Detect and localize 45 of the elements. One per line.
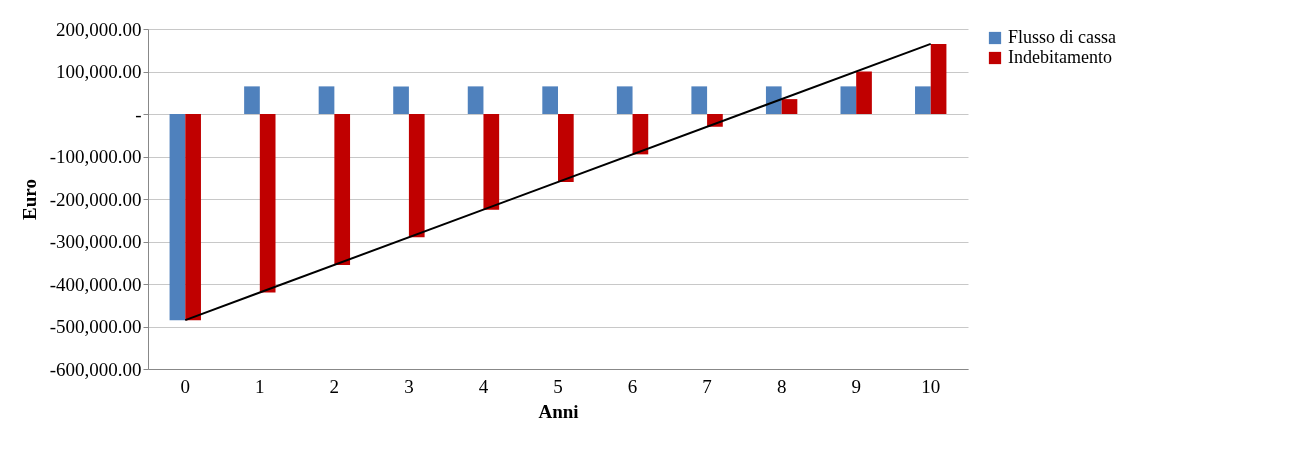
y-axis-title: Euro bbox=[18, 179, 40, 220]
legend-label: Indebitamento bbox=[1008, 47, 1112, 67]
bar bbox=[915, 86, 931, 114]
x-tick-label: 4 bbox=[478, 375, 489, 397]
bar bbox=[542, 86, 558, 114]
x-tick-label: 10 bbox=[921, 375, 941, 397]
bar bbox=[558, 114, 574, 182]
bar bbox=[840, 86, 857, 114]
bar bbox=[393, 86, 409, 114]
bar bbox=[169, 114, 186, 321]
bar bbox=[467, 86, 484, 114]
bar bbox=[185, 114, 201, 321]
x-tick-label: 6 bbox=[627, 375, 638, 397]
y-tick-label: -600,000.00 bbox=[49, 358, 142, 380]
bar bbox=[765, 86, 782, 114]
bar bbox=[856, 71, 872, 114]
y-tick-label: -400,000.00 bbox=[49, 273, 142, 295]
y-tick-label: 100,000.00 bbox=[56, 61, 142, 82]
x-tick-label: 5 bbox=[553, 375, 563, 397]
bar bbox=[318, 86, 335, 114]
bar bbox=[781, 99, 798, 114]
bar bbox=[259, 114, 276, 293]
y-tick-label: -200,000.00 bbox=[49, 188, 142, 210]
x-tick-label: 9 bbox=[851, 375, 861, 397]
bar bbox=[691, 86, 708, 114]
y-tick-label: -500,000.00 bbox=[49, 316, 142, 337]
x-tick-label: 0 bbox=[180, 375, 191, 397]
bar bbox=[632, 114, 649, 155]
bar bbox=[616, 86, 633, 114]
x-axis-title: Anni bbox=[538, 400, 579, 422]
y-tick-label: -100,000.00 bbox=[49, 146, 142, 167]
x-tick-label: 8 bbox=[776, 375, 787, 397]
y-tick-label: - bbox=[135, 103, 142, 125]
y-tick-label: 200,000.00 bbox=[56, 18, 142, 40]
bar bbox=[334, 114, 351, 265]
x-tick-label: 7 bbox=[702, 375, 712, 397]
bar bbox=[408, 114, 425, 238]
x-tick-label: 1 bbox=[255, 375, 265, 397]
y-tick-label: -300,000.00 bbox=[49, 231, 142, 252]
bar bbox=[930, 43, 947, 114]
x-tick-label: 2 bbox=[329, 375, 340, 397]
x-tick-label: 3 bbox=[404, 375, 414, 397]
bar bbox=[483, 114, 500, 210]
bar bbox=[244, 86, 260, 114]
legend-label: Flusso di cassa bbox=[1008, 27, 1117, 47]
